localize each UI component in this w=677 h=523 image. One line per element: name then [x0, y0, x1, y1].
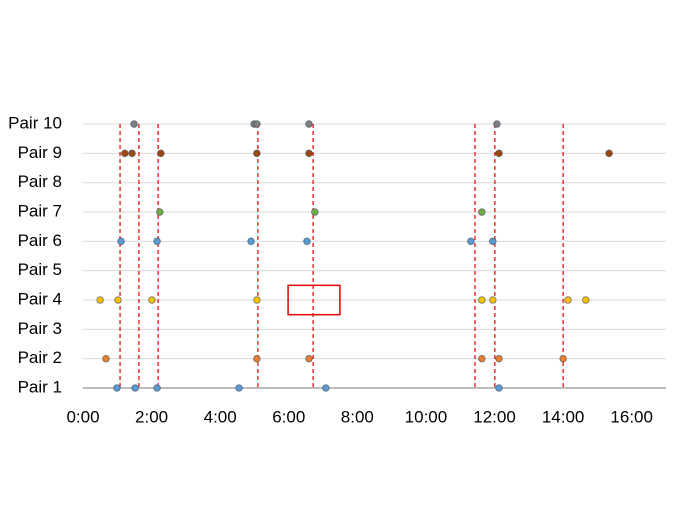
y-tick-label: Pair 7: [18, 202, 62, 221]
point: [148, 296, 156, 304]
point: [478, 296, 486, 304]
point: [493, 120, 501, 128]
point: [157, 149, 165, 158]
point: [478, 354, 486, 363]
point: [113, 384, 121, 392]
point: [305, 120, 313, 128]
x-tick-label: 16:00: [610, 407, 653, 426]
y-tick-label: Pair 4: [18, 289, 62, 308]
point: [247, 237, 255, 246]
y-tick-label: Pair 8: [18, 172, 62, 191]
point: [489, 237, 497, 246]
point: [605, 149, 613, 158]
point: [253, 354, 261, 363]
highlight-box: [287, 284, 341, 316]
point: [564, 296, 572, 304]
y-tick-label: Pair 5: [18, 260, 62, 279]
point: [322, 384, 330, 392]
point: [467, 237, 475, 246]
point: [495, 354, 503, 363]
point: [253, 120, 261, 128]
x-tick-label: 0:00: [66, 407, 99, 426]
point: [117, 237, 125, 246]
point: [311, 208, 319, 216]
y-tick-label: Pair 1: [18, 377, 62, 396]
point: [96, 296, 104, 304]
point: [156, 208, 164, 216]
y-tick-label: Pair 6: [18, 231, 62, 250]
x-tick-label: 2:00: [135, 407, 168, 426]
point: [495, 149, 503, 158]
point: [495, 384, 503, 392]
point: [478, 208, 486, 216]
y-tick-label: Pair 3: [18, 319, 62, 338]
x-tick-label: 14:00: [542, 407, 585, 426]
point: [253, 296, 261, 304]
x-tick-label: 6:00: [272, 407, 305, 426]
point: [303, 237, 311, 246]
y-tick-label: Pair 2: [18, 348, 62, 367]
point: [153, 237, 161, 246]
point: [581, 296, 590, 304]
x-tick-label: 8:00: [341, 407, 374, 426]
point: [305, 149, 313, 158]
point: [121, 149, 129, 158]
x-tick-label: 4:00: [204, 407, 237, 426]
y-tick-label: Pair 9: [18, 143, 62, 162]
point: [153, 384, 161, 392]
point: [102, 354, 110, 363]
point: [131, 384, 139, 392]
point: [128, 149, 136, 158]
x-tick-label: 12:00: [473, 407, 516, 426]
point: [235, 384, 243, 392]
point: [114, 296, 122, 304]
point: [305, 354, 313, 363]
point: [130, 120, 138, 128]
y-tick-label: Pair 10: [8, 114, 62, 133]
x-tick-label: 10:00: [405, 407, 448, 426]
point: [253, 149, 261, 158]
point: [489, 296, 497, 304]
point: [559, 354, 567, 363]
